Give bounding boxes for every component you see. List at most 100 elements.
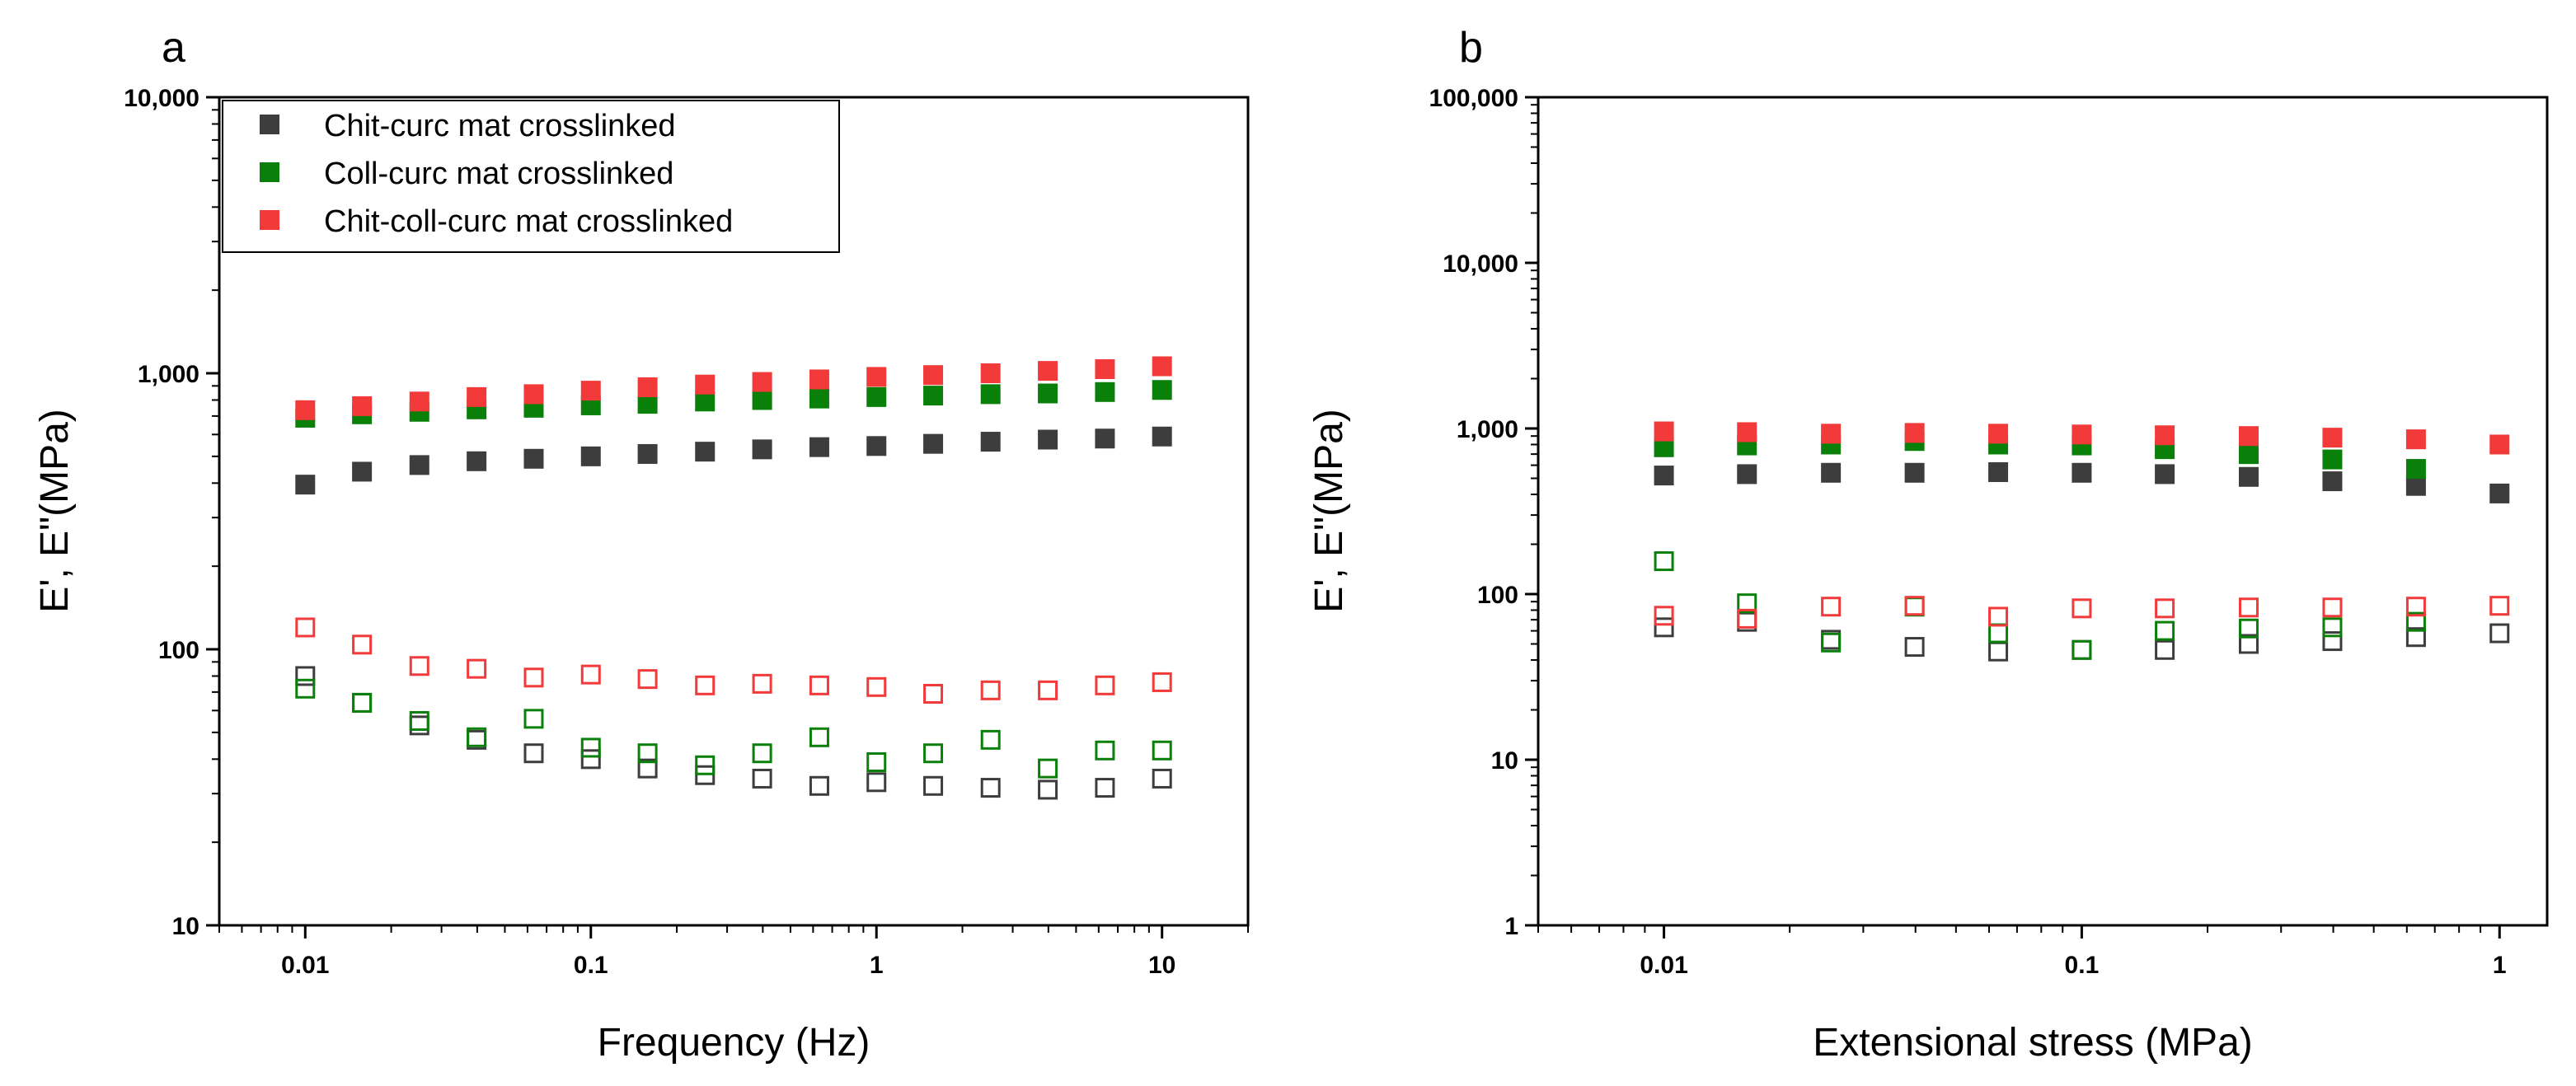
- coll-curc-mat-crosslinked-storage-point: [1038, 383, 1058, 404]
- x-axis-a: 0.01 0.1 1 10: [218, 925, 1249, 979]
- chit-curc-mat-crosslinked-loss-point: [2489, 623, 2510, 644]
- chit-coll-curc-mat-crosslinked-storage-point: [2072, 424, 2092, 445]
- coll-curc-mat-crosslinked-loss-point: [2072, 639, 2092, 660]
- chit-coll-curc-mat-crosslinked-loss-point: [866, 676, 887, 697]
- chit-curc-mat-crosslinked-loss-point: [980, 778, 1001, 798]
- coll-curc-mat-crosslinked-storage-point: [695, 391, 716, 412]
- chit-coll-curc-mat-crosslinked-loss-point: [637, 669, 658, 690]
- chit-coll-curc-mat-crosslinked-storage-point: [1654, 421, 1674, 442]
- chit-coll-curc-mat-crosslinked-loss-point: [2155, 598, 2175, 619]
- coll-curc-mat-crosslinked-storage-point: [1095, 382, 1115, 402]
- chit-curc-mat-crosslinked-storage-point: [637, 443, 658, 464]
- chit-coll-curc-mat-crosslinked-loss-point: [1904, 596, 1925, 616]
- coll-curc-mat-crosslinked-loss-point: [923, 743, 944, 764]
- chit-curc-mat-crosslinked-storage-point: [1038, 429, 1058, 450]
- coll-curc-mat-crosslinked-loss-point: [1152, 740, 1172, 761]
- panel-a: a 0.01 0.1 1 10 10 100 1,000 10,000 Frequency …: [33, 24, 1250, 1065]
- chit-curc-mat-crosslinked-loss-point: [2155, 639, 2175, 660]
- chit-curc-mat-crosslinked-storage-point: [809, 437, 829, 457]
- chit-curc-mat-crosslinked-storage-point: [923, 433, 944, 454]
- chit-coll-curc-mat-crosslinked-loss-point: [467, 658, 487, 679]
- coll-curc-mat-crosslinked-loss-point: [1654, 551, 1674, 572]
- legend-label-chit-coll-curc: Chit-coll-curc mat crosslinked: [324, 204, 733, 239]
- x-tick-label: 0.1: [574, 952, 608, 979]
- chit-curc-mat-crosslinked-loss-point: [1038, 779, 1058, 800]
- chit-curc-mat-crosslinked-storage-point: [1095, 428, 1115, 449]
- coll-curc-mat-crosslinked-storage-point: [2238, 444, 2259, 465]
- chit-curc-mat-crosslinked-loss-point: [1904, 637, 1925, 658]
- y-tick-label: 10: [1491, 747, 1518, 775]
- chit-curc-mat-crosslinked-storage-point: [295, 475, 316, 495]
- chit-curc-mat-crosslinked-loss-point: [1654, 617, 1674, 638]
- coll-curc-mat-crosslinked-loss-point: [467, 727, 487, 747]
- x-tick-label: 1: [2493, 952, 2507, 979]
- chit-curc-mat-crosslinked-storage-point: [752, 439, 772, 460]
- chit-coll-curc-mat-crosslinked-loss-point: [523, 667, 544, 688]
- chit-coll-curc-mat-crosslinked-loss-point: [752, 673, 772, 694]
- coll-curc-mat-crosslinked-loss-point: [637, 743, 658, 764]
- coll-curc-mat-crosslinked-loss-point: [1821, 632, 1842, 653]
- coll-curc-mat-crosslinked-loss-point: [1095, 740, 1115, 761]
- chit-curc-mat-crosslinked-loss-point: [295, 666, 316, 686]
- x-tick-label: 1: [870, 952, 884, 979]
- chit-coll-curc-mat-crosslinked-storage-point: [580, 381, 601, 401]
- coll-curc-mat-crosslinked-loss-point: [2322, 617, 2343, 638]
- y-axis-a: 10 100 1,000 10,000: [124, 85, 219, 940]
- coll-curc-mat-crosslinked-storage-point: [752, 390, 772, 410]
- x-axis-title-a: Frequency (Hz): [598, 1021, 870, 1065]
- chit-coll-curc-mat-crosslinked-storage-point: [352, 396, 373, 416]
- chit-curc-mat-crosslinked-loss-point: [2322, 631, 2343, 652]
- chit-curc-mat-crosslinked-loss-point: [923, 775, 944, 796]
- coll-curc-mat-crosslinked-storage-point: [1152, 380, 1172, 400]
- chit-coll-curc-mat-crosslinked-storage-point: [1095, 358, 1115, 379]
- chit-curc-mat-crosslinked-storage-point: [580, 446, 601, 466]
- chit-curc-mat-crosslinked-storage-point: [695, 442, 716, 462]
- chit-curc-mat-crosslinked-storage-point: [2155, 464, 2175, 484]
- coll-curc-mat-crosslinked-loss-point: [1737, 593, 1757, 614]
- coll-curc-mat-crosslinked-storage-point: [809, 388, 829, 409]
- chit-coll-curc-mat-crosslinked-loss-point: [1152, 672, 1172, 692]
- chit-coll-curc-mat-crosslinked-loss-point: [1821, 597, 1842, 617]
- chit-curc-mat-crosslinked-loss-point: [809, 775, 829, 796]
- chit-coll-curc-mat-crosslinked-storage-point: [2155, 425, 2175, 446]
- coll-curc-mat-crosslinked-loss-point: [809, 727, 829, 747]
- chit-coll-curc-mat-crosslinked-storage-point: [1737, 422, 1757, 442]
- coll-curc-mat-crosslinked-loss-point: [409, 710, 429, 731]
- coll-curc-mat-crosslinked-loss-point: [1038, 758, 1058, 779]
- legend-marker-coll-curc: [260, 162, 279, 182]
- y-tick-label: 1,000: [1457, 416, 1518, 443]
- chit-coll-curc-mat-crosslinked-storage-point: [295, 400, 316, 420]
- y-tick-label: 10,000: [124, 85, 199, 112]
- chit-coll-curc-mat-crosslinked-loss-point: [809, 675, 829, 695]
- chit-curc-mat-crosslinked-storage-point: [1654, 466, 1674, 486]
- x-axis-title-b: Extensional stress (MPa): [1813, 1021, 2253, 1065]
- chit-coll-curc-mat-crosslinked-loss-point: [352, 634, 373, 655]
- y-tick-label: 1: [1504, 913, 1518, 940]
- chit-curc-mat-crosslinked-storage-point: [523, 448, 544, 469]
- chit-curc-mat-crosslinked-loss-point: [580, 749, 601, 770]
- y-tick-label: 10,000: [1443, 250, 1518, 278]
- coll-curc-mat-crosslinked-loss-point: [866, 751, 887, 772]
- chit-coll-curc-mat-crosslinked-loss-point: [1737, 608, 1757, 629]
- coll-curc-mat-crosslinked-storage-point: [980, 384, 1001, 405]
- plot-frame-b: [1537, 96, 2549, 927]
- chit-coll-curc-mat-crosslinked-loss-point: [923, 683, 944, 704]
- chit-coll-curc-mat-crosslinked-loss-point: [1038, 680, 1058, 700]
- chit-coll-curc-mat-crosslinked-loss-point: [580, 664, 601, 685]
- chit-coll-curc-mat-crosslinked-storage-point: [866, 367, 887, 387]
- chit-coll-curc-mat-crosslinked-storage-point: [1821, 424, 1842, 444]
- plot-frame-a: [218, 96, 1250, 927]
- chit-coll-curc-mat-crosslinked-loss-point: [2405, 597, 2426, 617]
- chit-coll-curc-mat-crosslinked-storage-point: [2322, 428, 2343, 448]
- legend-label-chit-curc: Chit-curc mat crosslinked: [324, 109, 676, 143]
- chit-curc-mat-crosslinked-loss-point: [2238, 634, 2259, 654]
- chit-coll-curc-mat-crosslinked-storage-point: [1038, 361, 1058, 382]
- chit-curc-mat-crosslinked-storage-point: [1737, 464, 1757, 484]
- x-axis-b: 0.01 0.1 1: [1537, 925, 2507, 979]
- coll-curc-mat-crosslinked-loss-point: [580, 737, 601, 758]
- coll-curc-mat-crosslinked-loss-point: [2238, 618, 2259, 639]
- chit-curc-mat-crosslinked-loss-point: [752, 768, 772, 789]
- chit-curc-mat-crosslinked-storage-point: [2322, 471, 2343, 492]
- chit-curc-mat-crosslinked-storage-point: [352, 461, 373, 482]
- chit-coll-curc-mat-crosslinked-storage-point: [923, 365, 944, 386]
